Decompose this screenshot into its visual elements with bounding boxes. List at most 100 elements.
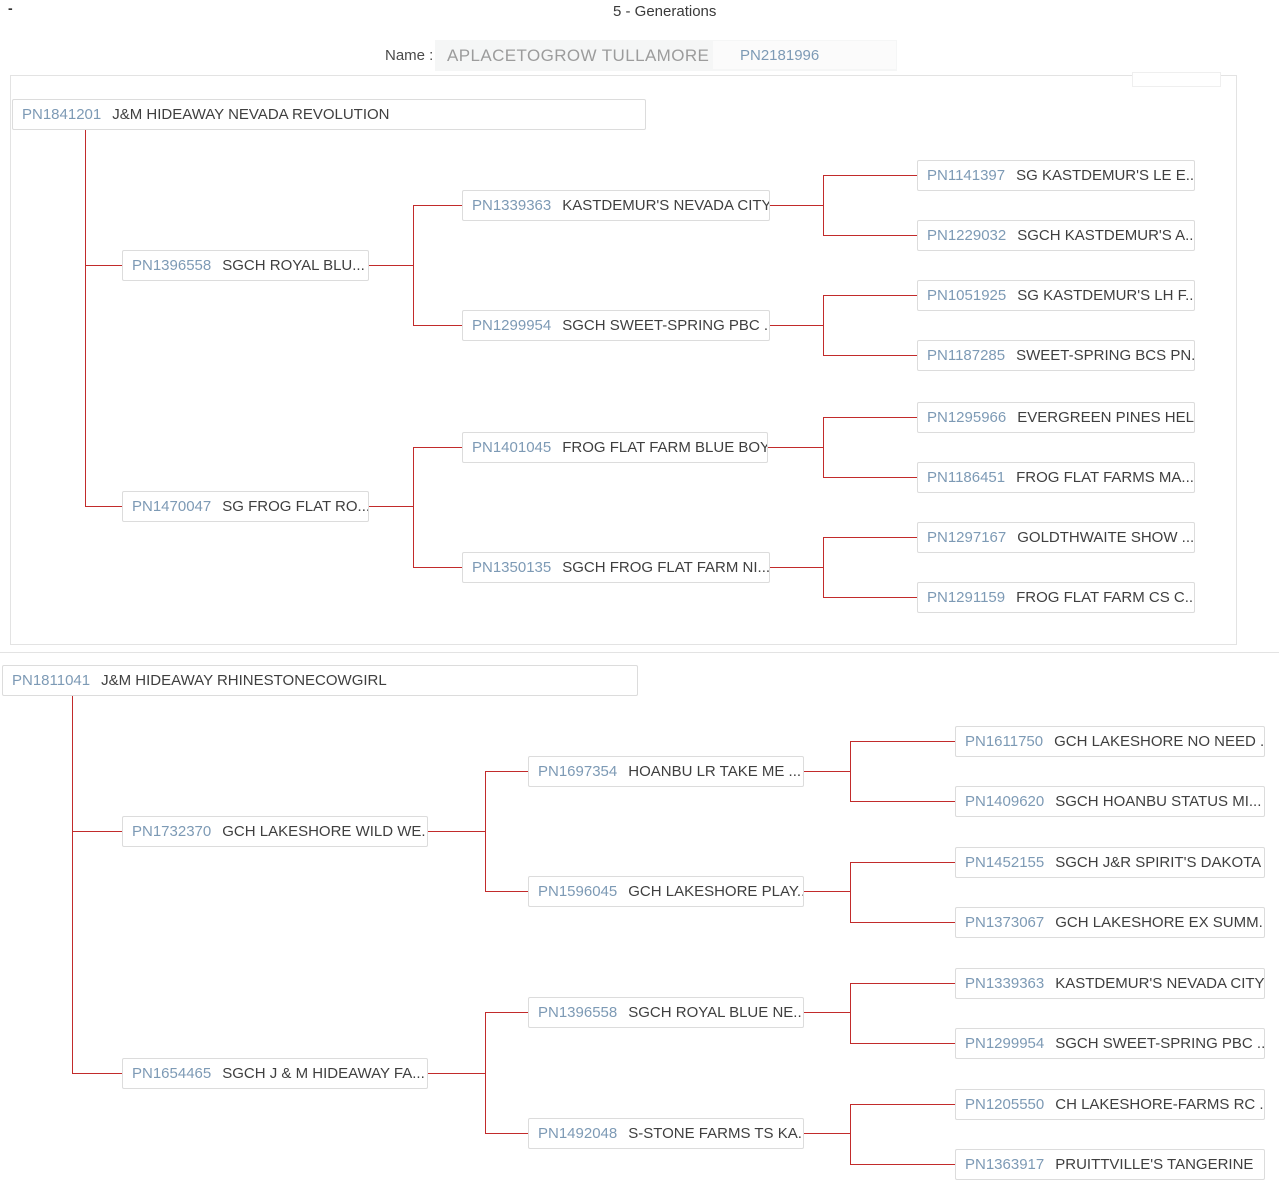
pedigree-node[interactable]: PN1350135 SGCH FROG FLAT FARM NI... [462, 552, 770, 583]
pedigree-node[interactable]: PN1596045 GCH LAKESHORE PLAY... [528, 876, 804, 907]
connector-line [804, 771, 850, 772]
pedigree-node[interactable]: PN1291159 FROG FLAT FARM CS C... [917, 582, 1195, 613]
connector-line [804, 891, 850, 892]
pedigree-node[interactable]: PN1396558 SGCH ROYAL BLUE NE... [528, 997, 804, 1028]
pedigree-node[interactable]: PN1732370 GCH LAKESHORE WILD WE... [122, 816, 428, 847]
dam-tree-panel-border [0, 652, 1279, 653]
animal-pn[interactable]: PN1187285 [927, 347, 1006, 364]
connector-line [485, 771, 486, 891]
connector-line [770, 567, 823, 568]
animal-pn[interactable]: PN1611750 [965, 733, 1044, 750]
pedigree-node[interactable]: PN1452155 SGCH J&R SPIRIT'S DAKOTA ... [955, 847, 1265, 878]
animal-name: SGCH J&R SPIRIT'S DAKOTA ... [1055, 854, 1265, 871]
pedigree-node[interactable]: PN1401045 FROG FLAT FARM BLUE BOY [462, 432, 768, 463]
pedigree-node[interactable]: PN1205550 CH LAKESHORE-FARMS RC ... [955, 1089, 1265, 1120]
animal-pn[interactable]: PN1452155 [965, 854, 1045, 871]
animal-pn[interactable]: PN1141397 [927, 167, 1006, 184]
pedigree-node[interactable]: PN1654465 SGCH J & M HIDEAWAY FA... [122, 1058, 428, 1089]
connector-line [804, 1133, 850, 1134]
pedigree-node[interactable]: PN1186451 FROG FLAT FARMS MA... [917, 462, 1195, 493]
animal-pn[interactable]: PN1339363 [965, 975, 1045, 992]
connector-line [850, 922, 955, 923]
animal-pn[interactable]: PN1470047 [132, 498, 212, 515]
animal-name: GCH LAKESHORE NO NEED ... [1054, 733, 1265, 750]
connector-line [850, 1164, 955, 1165]
animal-pn[interactable]: PN1401045 [472, 439, 552, 456]
connector-line [770, 205, 823, 206]
animal-pn[interactable]: PN1295966 [927, 409, 1007, 426]
connector-line [850, 1043, 955, 1044]
animal-pn[interactable]: PN1186451 [927, 469, 1006, 486]
sire-tree-panel [10, 75, 1237, 645]
pedigree-node-sire-root[interactable]: PN1841201 J&M HIDEAWAY NEVADA REVOLUTION [12, 99, 646, 130]
animal-pn[interactable]: PN1051925 [927, 287, 1007, 304]
animal-pn[interactable]: PN1811041 [12, 672, 91, 689]
connector-line [823, 537, 917, 538]
pedigree-node[interactable]: PN1339363 KASTDEMUR'S NEVADA CITY [955, 968, 1265, 999]
animal-name: GCH LAKESHORE EX SUMM... [1055, 914, 1265, 931]
animal-pn[interactable]: PN1697354 [538, 763, 618, 780]
connector-line [428, 831, 485, 832]
root-pn-badge[interactable]: PN2181996 [713, 41, 896, 69]
pedigree-node[interactable]: PN1299954 SGCH SWEET-SPRING PBC ... [955, 1028, 1265, 1059]
animal-name: PRUITTVILLE'S TANGERINE [1055, 1156, 1254, 1173]
pedigree-node[interactable]: PN1141397 SG KASTDEMUR'S LE E... [917, 160, 1195, 191]
animal-name: S-STONE FARMS TS KA... [628, 1125, 804, 1142]
connector-line [850, 983, 851, 1043]
animal-pn[interactable]: PN1373067 [965, 914, 1045, 931]
animal-pn[interactable]: PN1363917 [965, 1156, 1045, 1173]
animal-name: EVERGREEN PINES HEL... [1017, 409, 1195, 426]
animal-name: GCH LAKESHORE PLAY... [628, 883, 804, 900]
animal-name: KASTDEMUR'S NEVADA CITY [1055, 975, 1265, 992]
connector-line [485, 1012, 528, 1013]
connector-line [485, 1012, 486, 1133]
pedigree-node[interactable]: PN1187285 SWEET-SPRING BCS PN... [917, 340, 1195, 371]
pedigree-node[interactable]: PN1051925 SG KASTDEMUR'S LH F... [917, 280, 1195, 311]
animal-pn[interactable]: PN1732370 [132, 823, 212, 840]
connector-line [768, 447, 823, 448]
animal-pn[interactable]: PN1596045 [538, 883, 618, 900]
pedigree-node[interactable]: PN1611750 GCH LAKESHORE NO NEED ... [955, 726, 1265, 757]
animal-pn[interactable]: PN1229032 [927, 227, 1007, 244]
connector-line [72, 831, 122, 832]
animal-name: KASTDEMUR'S NEVADA CITY [562, 197, 770, 214]
connector-line [823, 295, 824, 355]
animal-pn[interactable]: PN1299954 [965, 1035, 1045, 1052]
animal-pn[interactable]: PN1396558 [132, 257, 212, 274]
animal-name: SGCH SWEET-SPRING PBC ... [1055, 1035, 1265, 1052]
animal-pn[interactable]: PN1205550 [965, 1096, 1045, 1113]
pedigree-node[interactable]: PN1492048 S-STONE FARMS TS KA... [528, 1118, 804, 1149]
pedigree-node[interactable]: PN1297167 GOLDTHWAITE SHOW ... [917, 522, 1195, 553]
pedigree-node[interactable]: PN1409620 SGCH HOANBU STATUS MI... [955, 786, 1265, 817]
animal-pn[interactable]: PN1409620 [965, 793, 1045, 810]
pedigree-node[interactable]: PN1339363 KASTDEMUR'S NEVADA CITY [462, 190, 770, 221]
animal-pn[interactable]: PN1299954 [472, 317, 552, 334]
animal-pn[interactable]: PN1396558 [538, 1004, 618, 1021]
connector-line [823, 295, 917, 296]
animal-name: SG FROG FLAT RO... [222, 498, 369, 515]
pedigree-node[interactable]: PN1470047 SG FROG FLAT RO... [122, 491, 369, 522]
connector-line [770, 325, 823, 326]
animal-pn[interactable]: PN1297167 [927, 529, 1007, 546]
pedigree-node[interactable]: PN1295966 EVERGREEN PINES HEL... [917, 402, 1195, 433]
connector-line [850, 1104, 955, 1105]
animal-pn[interactable]: PN1350135 [472, 559, 552, 576]
pedigree-node-dam-root[interactable]: PN1811041 J&M HIDEAWAY RHINESTONECOWGIRL [2, 665, 638, 696]
pedigree-node[interactable]: PN1363917 PRUITTVILLE'S TANGERINE [955, 1149, 1265, 1180]
pedigree-node[interactable]: PN1396558 SGCH ROYAL BLU... [122, 250, 369, 281]
connector-line [413, 567, 462, 568]
animal-pn[interactable]: PN1492048 [538, 1125, 618, 1142]
animal-name: SGCH ROYAL BLU... [222, 257, 365, 274]
pedigree-node[interactable]: PN1299954 SGCH SWEET-SPRING PBC ... [462, 310, 770, 341]
animal-pn[interactable]: PN1291159 [927, 589, 1006, 606]
pedigree-node[interactable]: PN1229032 SGCH KASTDEMUR'S A... [917, 220, 1195, 251]
animal-pn[interactable]: PN1339363 [472, 197, 552, 214]
connector-line [823, 417, 917, 418]
connector-line [804, 1012, 850, 1013]
pedigree-node[interactable]: PN1697354 HOANBU LR TAKE ME ... [528, 756, 804, 787]
connector-line [413, 205, 462, 206]
connector-line [823, 477, 917, 478]
animal-pn[interactable]: PN1841201 [22, 106, 102, 123]
animal-pn[interactable]: PN1654465 [132, 1065, 212, 1082]
pedigree-node[interactable]: PN1373067 GCH LAKESHORE EX SUMM... [955, 907, 1265, 938]
